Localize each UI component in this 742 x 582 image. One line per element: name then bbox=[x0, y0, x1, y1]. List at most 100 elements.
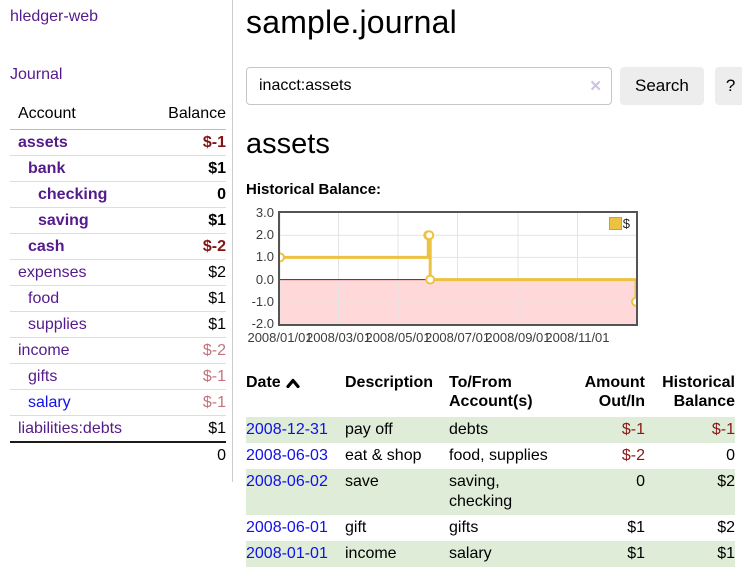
account-balance: $-2 bbox=[202, 238, 226, 255]
register-accounts: salary bbox=[449, 545, 492, 562]
register-balance: $-1 bbox=[711, 421, 735, 438]
register-date-link[interactable]: 2008-06-02 bbox=[246, 473, 328, 490]
search-input[interactable] bbox=[246, 67, 612, 105]
register-accounts: gifts bbox=[449, 519, 479, 536]
legend-swatch bbox=[608, 217, 622, 230]
sidebar: hledger-web Journal Account Balance asse… bbox=[0, 0, 233, 482]
chart-y-tick: 0.0 bbox=[255, 271, 274, 287]
register-amount: 0 bbox=[636, 473, 645, 490]
register-balance: $1 bbox=[717, 545, 735, 562]
clear-search-icon[interactable]: ✕ bbox=[589, 78, 602, 95]
account-link-gifts[interactable]: gifts bbox=[28, 368, 58, 385]
account-balance: $-1 bbox=[202, 368, 226, 385]
account-row: checking 0 bbox=[10, 181, 226, 208]
accounts-header-balance: Balance bbox=[152, 102, 226, 130]
register-accounts: food, supplies bbox=[449, 447, 548, 464]
register-description: pay off bbox=[345, 421, 393, 438]
account-balance: $-2 bbox=[202, 342, 226, 359]
account-link-saving[interactable]: saving bbox=[38, 212, 89, 229]
search-button[interactable]: Search bbox=[620, 67, 704, 105]
account-balance: 0 bbox=[217, 186, 226, 203]
chart-title: Historical Balance: bbox=[246, 181, 382, 198]
account-row: bank $1 bbox=[10, 155, 226, 182]
register-row: 2008-01-01 income salary $1 $1 bbox=[246, 541, 735, 567]
brand-link[interactable]: hledger-web bbox=[10, 8, 99, 25]
search-row: ✕ Search ? bbox=[246, 67, 742, 105]
account-link-salary[interactable]: salary bbox=[28, 394, 71, 411]
account-row: food $1 bbox=[10, 285, 226, 312]
register-description: eat & shop bbox=[345, 447, 422, 464]
register-date-link[interactable]: 2008-06-01 bbox=[246, 519, 328, 536]
account-balance: $1 bbox=[208, 420, 226, 437]
account-row: expenses $2 bbox=[10, 259, 226, 286]
register-header-balance: Historical Balance bbox=[662, 374, 735, 410]
chart-y-tick: 3.0 bbox=[255, 205, 274, 220]
account-balance: $-1 bbox=[202, 134, 226, 151]
legend-label: $ bbox=[622, 216, 630, 231]
historical-balance-chart: 3.0 2.0 1.0 0.0 -1.0 -2.0 $ 2008/01/01 2008/03… bbox=[246, 205, 742, 351]
register-date-link[interactable]: 2008-12-31 bbox=[246, 421, 328, 438]
account-link-assets[interactable]: assets bbox=[18, 134, 68, 151]
account-row: supplies $1 bbox=[10, 311, 226, 338]
account-row: cash $-2 bbox=[10, 233, 226, 260]
accounts-table-body: assets $-1 bank $1 checking 0 saving $1 cash $-2 e… bbox=[10, 130, 226, 469]
register-accounts: saving, checking bbox=[449, 473, 513, 510]
chart-y-tick: 2.0 bbox=[255, 227, 274, 243]
chart-x-tick: 2008/07/01 bbox=[424, 330, 491, 345]
register-date-link[interactable]: 2008-01-01 bbox=[246, 545, 328, 562]
search-wrap: ✕ bbox=[246, 67, 612, 105]
account-balance: $1 bbox=[208, 316, 226, 333]
accounts-header-row: Account Balance bbox=[10, 102, 226, 130]
register-header-accounts: To/From Account(s) bbox=[449, 374, 533, 410]
account-balance: $2 bbox=[208, 264, 226, 281]
account-balance: $1 bbox=[208, 290, 226, 307]
register-header-amount: Amount Out/In bbox=[584, 374, 645, 410]
chart-x-tick: 2008/01/01 bbox=[247, 330, 313, 345]
accounts-total-row: 0 bbox=[10, 442, 226, 468]
account-link-cash[interactable]: cash bbox=[28, 238, 65, 255]
register-header-row: Date Description To/From Account(s) Amou… bbox=[246, 371, 735, 417]
register-amount: $-1 bbox=[621, 421, 645, 438]
register-balance: 0 bbox=[726, 447, 735, 464]
account-balance: $1 bbox=[208, 212, 226, 229]
sort-ascending-icon bbox=[286, 378, 300, 389]
account-link-expenses[interactable]: expenses bbox=[18, 264, 87, 281]
help-button[interactable]: ? bbox=[714, 67, 742, 105]
chart-x-tick: 2008/11/01 bbox=[545, 330, 610, 345]
account-row: saving $1 bbox=[10, 207, 226, 234]
chart-legend: $ bbox=[607, 216, 631, 231]
register-description: income bbox=[345, 545, 397, 562]
account-link-liabilities-debts[interactable]: liabilities:debts bbox=[18, 420, 123, 437]
account-row: gifts $-1 bbox=[10, 363, 226, 390]
register-header-date[interactable]: Date bbox=[246, 371, 345, 417]
register-header-description: Description bbox=[345, 374, 434, 391]
register-balance: $2 bbox=[717, 473, 735, 490]
register-amount: $1 bbox=[627, 519, 645, 536]
account-link-supplies[interactable]: supplies bbox=[28, 316, 87, 333]
account-link-food[interactable]: food bbox=[28, 290, 60, 307]
chart-y-tick: -1.0 bbox=[251, 293, 274, 309]
chart-y-tick: -2.0 bbox=[251, 316, 274, 331]
chart-x-tick: 2008/05/01 bbox=[365, 330, 431, 345]
chart-x-tick: 2008/03/01 bbox=[305, 330, 372, 345]
register-date-link[interactable]: 2008-06-03 bbox=[246, 447, 328, 464]
account-row: liabilities:debts $1 bbox=[10, 415, 226, 443]
accounts-header-account: Account bbox=[10, 102, 153, 130]
account-row: assets $-1 bbox=[10, 130, 226, 156]
chart-plot-area[interactable]: $ bbox=[278, 211, 638, 326]
register-row: 2008-12-31 pay off debts $-1 $-1 bbox=[246, 417, 735, 443]
account-link-checking[interactable]: checking bbox=[38, 186, 108, 203]
account-link-income[interactable]: income bbox=[18, 342, 70, 359]
main-content: sample.journal ✕ Search ? assets Histori… bbox=[233, 0, 742, 567]
accounts-total-value: 0 bbox=[217, 447, 226, 464]
register-description: gift bbox=[345, 519, 367, 536]
app: hledger-web Journal Account Balance asse… bbox=[0, 0, 742, 567]
account-link-bank[interactable]: bank bbox=[28, 160, 66, 177]
accounts-table: Account Balance assets $-1 bank $1 checking 0… bbox=[10, 102, 226, 468]
chart-svg bbox=[280, 213, 636, 324]
account-balance: $-1 bbox=[202, 394, 226, 411]
nav-journal-link[interactable]: Journal bbox=[10, 66, 63, 83]
register-table-body: 2008-12-31 pay off debts $-1 $-1 2008-06-03 ea… bbox=[246, 417, 735, 567]
register-row: 2008-06-02 save saving, checking 0 $2 bbox=[246, 469, 735, 515]
account-row: income $-2 bbox=[10, 337, 226, 364]
